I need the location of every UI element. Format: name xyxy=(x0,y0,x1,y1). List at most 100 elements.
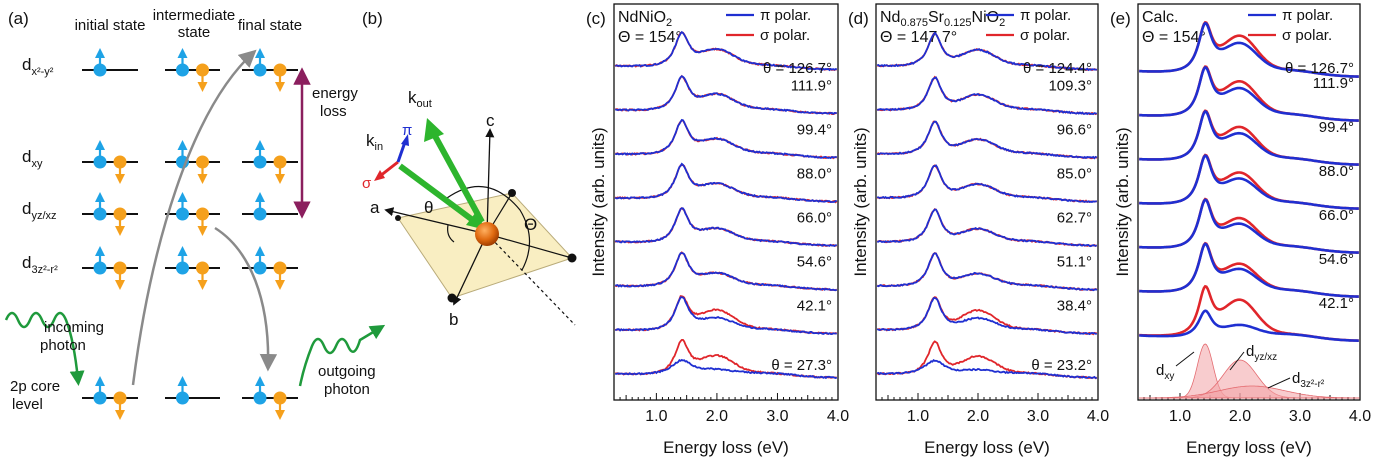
x-tick-label: 3.0 xyxy=(766,408,788,425)
spin-up-electron xyxy=(176,48,189,77)
spin-down-electron xyxy=(196,63,209,92)
angle-label: 88.0° xyxy=(1319,163,1354,180)
spin-down-electron xyxy=(196,155,209,184)
pi-spectrum xyxy=(1139,242,1359,298)
angle-label: 62.7° xyxy=(1057,210,1092,227)
k-out-arrow xyxy=(432,134,485,224)
x-axis-label: Energy loss (eV) xyxy=(1186,438,1312,457)
angle-label: 51.1° xyxy=(1057,254,1092,271)
x-tick-label: 4.0 xyxy=(827,408,849,425)
outgoing-photon-wave xyxy=(298,324,386,387)
excitation-arrow xyxy=(131,49,257,386)
pi-spectrum xyxy=(615,358,838,380)
panel-label: (d) xyxy=(848,9,869,28)
angle-label: 99.4° xyxy=(797,122,832,139)
orbital-label-1: dxy xyxy=(22,147,43,170)
k-out-label: kout xyxy=(408,88,432,110)
chart-panel-c: (c) 1.0 2.0 3.0 4.0 Energy loss (eV) Intensity… xyxy=(586,3,849,457)
component-pointer xyxy=(1229,351,1245,371)
spin-up-electron xyxy=(253,140,267,169)
spin-up-electron xyxy=(253,246,267,275)
state-header-2: final state xyxy=(238,17,302,34)
spin-up-electron xyxy=(176,192,189,221)
spin-up-electron xyxy=(93,192,107,221)
chart-panel-e: (e) 1.0 2.0 3.0 4.0 Energy loss (eV) Intensity… xyxy=(1110,3,1371,457)
spin-down-electron xyxy=(113,207,127,236)
pi-spectrum xyxy=(615,296,837,336)
angle-label: 66.0° xyxy=(1319,207,1354,224)
y-axis-label: Intensity (arb. units) xyxy=(589,127,608,276)
chart-panel-d: (d) 1.0 2.0 3.0 4.0 Energy loss (eV) Intensity… xyxy=(848,3,1109,457)
spin-up-electron xyxy=(253,48,267,77)
pi-spectrum xyxy=(1139,21,1359,78)
x-tick-label: 3.0 xyxy=(1027,408,1049,425)
panel-angle-title: Θ = 147.7° xyxy=(880,29,957,46)
panel-label: (c) xyxy=(586,9,606,28)
spin-up-electron xyxy=(93,140,107,169)
pi-spectrum xyxy=(1139,198,1359,254)
panel-title: Calc. xyxy=(1142,9,1178,26)
pi-spectrum xyxy=(876,359,1097,380)
component-pointer xyxy=(1267,377,1291,389)
sigma-arrowhead xyxy=(374,170,385,181)
sigma-polarization-arrow xyxy=(379,160,399,178)
spin-up-electron xyxy=(93,376,107,405)
axis-c-label: c xyxy=(486,111,495,130)
axis-dot-right xyxy=(567,253,577,263)
incoming-photon-label: incoming photon xyxy=(40,319,104,354)
spin-up-electron xyxy=(93,48,107,77)
spin-down-electron xyxy=(113,261,127,290)
spin-down-electron xyxy=(196,207,209,236)
state-header-1: intermediate state xyxy=(153,7,236,41)
pi-spectrum xyxy=(877,208,1098,248)
x-tick-label: 1.0 xyxy=(907,408,929,425)
axis-dot-b xyxy=(447,293,457,303)
legend-pi-label: π polar. xyxy=(760,7,811,24)
core-level-label: 2p core level xyxy=(10,378,60,413)
pi-spectrum xyxy=(877,76,1098,116)
sigma-label: σ xyxy=(362,175,372,192)
panel-a-label: (a) xyxy=(8,9,29,28)
angle-label: 111.9° xyxy=(1313,75,1354,92)
k-in-label: kin xyxy=(366,131,383,153)
x-tick-label: 1.0 xyxy=(645,408,667,425)
angle-label: 99.4° xyxy=(1319,119,1354,136)
theta-small-arc xyxy=(447,224,455,243)
x-axis-label: Energy loss (eV) xyxy=(663,438,789,457)
spin-up-electron xyxy=(253,376,267,405)
panel-angle-title: Θ = 154° xyxy=(1142,29,1206,46)
spin-up-electron xyxy=(176,140,189,169)
angle-label: 54.6° xyxy=(797,254,832,271)
angle-label: 111.9° xyxy=(791,78,832,95)
angle-label: 96.6° xyxy=(1057,122,1092,139)
spin-down-electron xyxy=(196,261,209,290)
component-label-2: d3z²-r² xyxy=(1292,370,1325,390)
outgoing-photon-label: outgoing photon xyxy=(318,363,376,398)
x-tick-label: 4.0 xyxy=(1087,408,1109,425)
axis-a xyxy=(384,207,488,235)
transition-arrows xyxy=(4,49,386,387)
legend-pi-label: π polar. xyxy=(1282,7,1333,24)
component-label-1: dyz/xz xyxy=(1246,343,1277,363)
angle-label: θ = 126.7° xyxy=(763,60,832,77)
panel-a-energy-diagram: (a) initial state intermediate state final … xyxy=(4,7,386,420)
x-tick-label: 4.0 xyxy=(1349,408,1371,425)
plot-frame xyxy=(613,3,839,401)
axis-b xyxy=(452,233,488,306)
spin-down-electron xyxy=(273,155,287,184)
spin-up-electron xyxy=(176,246,189,275)
component-label-0: dxy xyxy=(1156,362,1174,382)
spin-down-electron xyxy=(273,261,287,290)
axis-b-label: b xyxy=(449,310,458,329)
pi-spectrum xyxy=(614,162,838,204)
energy-loss-label: energy loss xyxy=(312,85,358,120)
theta-big-arc xyxy=(446,185,531,271)
pi-spectrum xyxy=(1139,65,1359,122)
spin-down-electron xyxy=(113,391,127,420)
panel-title: Nd0.875Sr0.125NiO2 xyxy=(880,9,1005,29)
component-d3z2r2 xyxy=(1139,385,1360,399)
axis-a-label: a xyxy=(370,198,380,217)
panel-title: NdNiO2 xyxy=(618,9,672,29)
angle-label: θ = 27.3° xyxy=(771,357,832,374)
